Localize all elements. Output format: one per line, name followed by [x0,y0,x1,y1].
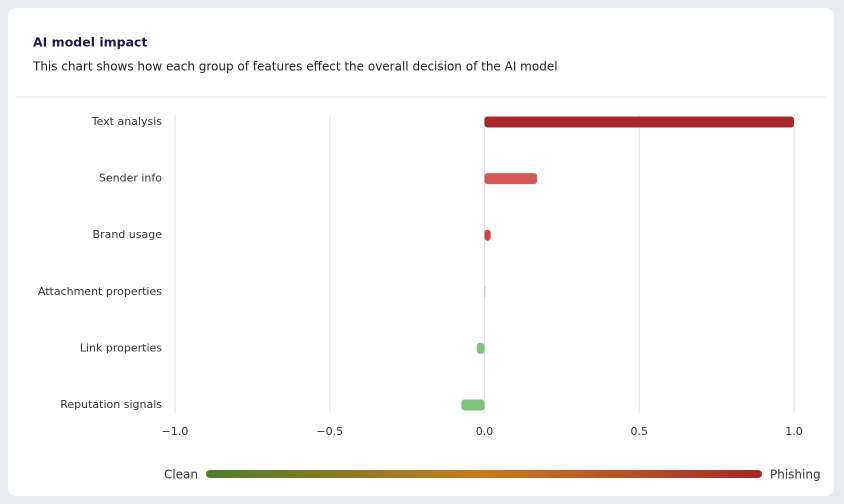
y-tick-label: Sender info [99,172,162,185]
y-tick-label: Text analysis [91,115,163,128]
bar [484,229,491,241]
legend-gradient [206,470,762,478]
x-tick-label: −1.0 [162,425,189,438]
y-tick-label: Link properties [80,341,162,354]
y-tick-label: Reputation signals [60,398,162,411]
bar [484,116,794,128]
y-tick-label: Attachment properties [38,285,162,298]
x-tick-label: 1.0 [785,425,803,438]
card [8,8,834,496]
bar [461,399,485,411]
x-tick-label: −0.5 [316,425,343,438]
chart-title: AI model impact [33,35,147,50]
legend-left: Clean [164,468,198,482]
x-tick-label: 0.0 [476,425,494,438]
bar [476,342,485,354]
y-tick-label: Brand usage [93,228,163,241]
legend-right: Phishing [770,468,821,482]
x-tick-label: 0.5 [631,425,649,438]
chart-subtitle: This chart shows how each group of featu… [32,60,558,74]
bar [484,286,486,298]
bar [484,173,538,185]
